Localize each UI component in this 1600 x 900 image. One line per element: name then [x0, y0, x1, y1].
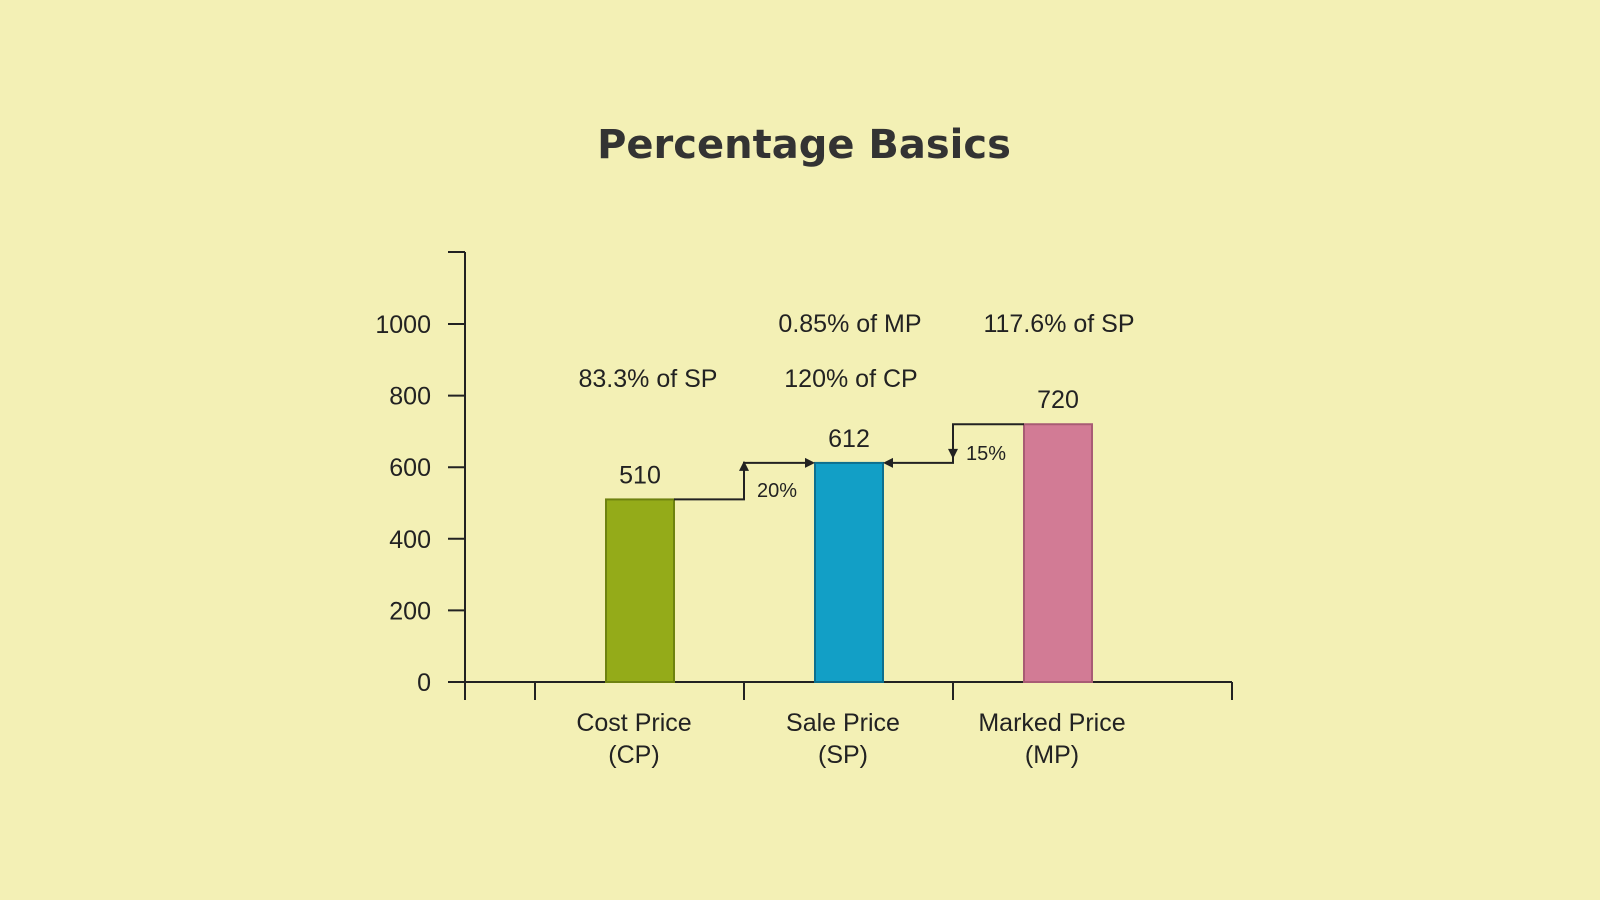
sp-relation-cp-label: 120% of CP: [784, 365, 917, 393]
chart-title: Percentage Basics: [597, 122, 1011, 168]
markup-percent-label: 20%: [757, 480, 797, 502]
discount-arrow-down: [948, 448, 958, 459]
value-label-1: 612: [828, 425, 870, 453]
bars: [605, 423, 1093, 684]
bar-0: [605, 498, 675, 684]
category-label-2-line1: Marked Price: [978, 709, 1125, 737]
y-tick-label-800: 800: [389, 383, 431, 411]
sp-relation-mp-label: 0.85% of MP: [778, 310, 921, 338]
y-ticks: 0 200 400 600 800 1000: [375, 311, 465, 697]
markup-arrow-right: [805, 457, 815, 468]
value-label-0: 510: [619, 461, 661, 489]
y-tick-label-400: 400: [389, 526, 431, 554]
discount-arrow-left: [883, 457, 893, 468]
category-label-0-line2: (CP): [608, 741, 659, 769]
discount-percent-label: 15%: [966, 443, 1006, 465]
y-tick-label-0: 0: [417, 669, 431, 697]
markup-arrow-up: [739, 460, 749, 471]
bar-1: [814, 461, 884, 683]
cp-relation-label: 83.3% of SP: [579, 365, 718, 393]
category-label-1-line1: Sale Price: [786, 709, 900, 737]
y-tick-label-600: 600: [389, 454, 431, 482]
bar-2: [1023, 423, 1093, 683]
mp-relation-label: 117.6% of SP: [983, 310, 1134, 338]
category-label-2-line2: (MP): [1025, 741, 1079, 769]
markup-connector: [674, 461, 809, 501]
value-label-2: 720: [1037, 386, 1079, 414]
discount-connector: [889, 423, 1024, 464]
category-label-0-line1: Cost Price: [576, 709, 691, 737]
labels: 510 Cost Price (CP) 612 Sale Price (SP) 720 Mar…: [576, 310, 1134, 769]
y-tick-label-1000: 1000: [375, 311, 431, 339]
connectors: [674, 423, 1024, 501]
category-label-1-line2: (SP): [818, 741, 868, 769]
y-tick-label-200: 200: [389, 597, 431, 625]
